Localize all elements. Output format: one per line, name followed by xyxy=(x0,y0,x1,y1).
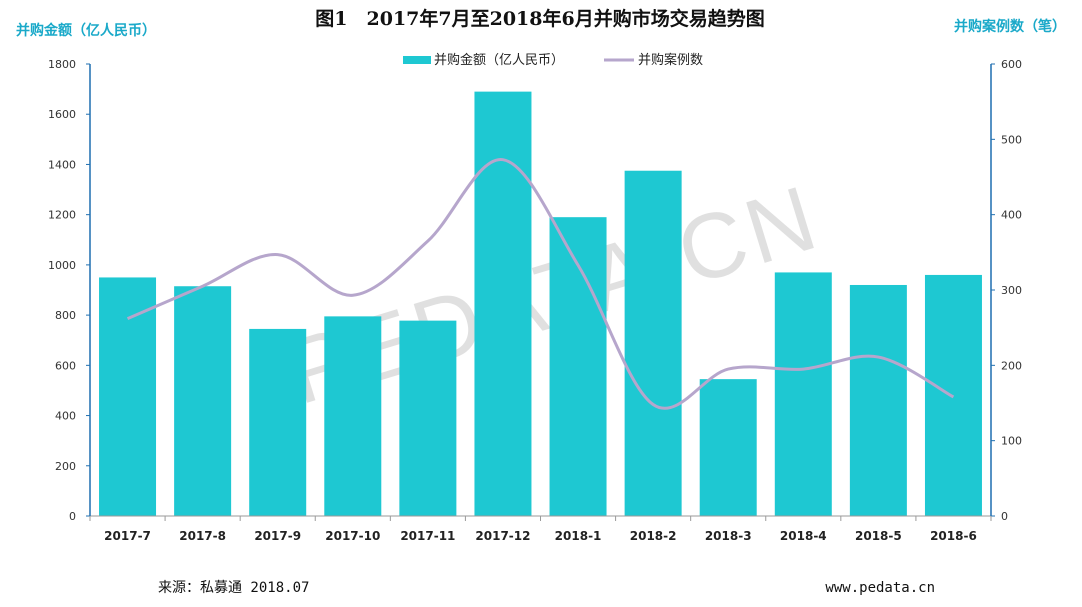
bar-2018-5 xyxy=(849,284,907,516)
bar-2018-2 xyxy=(624,170,682,516)
source-note: 来源：私募通 2018.07 xyxy=(158,580,309,596)
x-tick-label: 2017-7 xyxy=(104,529,151,543)
right-tick-label: 100 xyxy=(1001,435,1022,448)
right-tick-label: 200 xyxy=(1001,359,1022,372)
bar-2017-9 xyxy=(249,328,307,516)
right-tick-label: 400 xyxy=(1001,209,1022,222)
bar-2017-8 xyxy=(174,286,232,516)
x-tick-label: 2017-9 xyxy=(254,529,301,543)
left-tick-label: 200 xyxy=(55,460,76,473)
x-tick-label: 2018-1 xyxy=(555,529,602,543)
axes: 0 200 400 600 800 1000 1200 1400 1600 1800 0 100 200… xyxy=(48,58,1022,543)
left-tick-label: 0 xyxy=(69,510,76,523)
left-tick-label: 800 xyxy=(55,309,76,322)
x-tick-label: 2017-11 xyxy=(400,529,455,543)
x-tick-label: 2018-2 xyxy=(630,529,677,543)
left-tick-label: 1800 xyxy=(48,58,76,71)
right-tick-label: 0 xyxy=(1001,510,1008,523)
left-axis-title: 并购金额（亿人民币） xyxy=(16,22,156,39)
right-tick-label: 600 xyxy=(1001,58,1022,71)
right-axis-title: 并购案例数（笔） xyxy=(954,18,1066,35)
bar-2017-10 xyxy=(324,316,382,516)
left-tick-label: 1600 xyxy=(48,108,76,121)
bar-2018-1 xyxy=(549,217,607,516)
x-tick-label: 2017-12 xyxy=(475,529,530,543)
legend-swatch-amount xyxy=(403,56,431,64)
x-tick-label: 2018-4 xyxy=(780,529,827,543)
legend: 并购金额（亿人民币） 并购案例数 xyxy=(403,52,703,68)
legend-label-cases: 并购案例数 xyxy=(638,52,703,68)
left-tick-label: 1200 xyxy=(48,209,76,222)
right-tick-label: 500 xyxy=(1001,133,1022,146)
x-tick-label: 2018-5 xyxy=(855,529,902,543)
x-tick-label: 2017-10 xyxy=(325,529,380,543)
left-tick-label: 400 xyxy=(55,410,76,423)
right-tick-label: 300 xyxy=(1001,284,1022,297)
x-tick-label: 2018-6 xyxy=(930,529,977,543)
bar-2017-12 xyxy=(474,91,532,516)
bar-2018-4 xyxy=(774,272,832,516)
line-series-layer xyxy=(126,158,955,410)
left-tick-label: 1000 xyxy=(48,259,76,272)
chart-title: 图1 2017年7月至2018年6月并购市场交易趋势图 xyxy=(315,7,764,30)
bar-2017-11 xyxy=(399,320,457,516)
bar-2017-7 xyxy=(99,277,157,516)
left-tick-label: 1400 xyxy=(48,158,76,171)
bar-2018-3 xyxy=(699,379,757,516)
left-tick-label: 600 xyxy=(55,359,76,372)
x-tick-label: 2017-8 xyxy=(179,529,226,543)
bar-series xyxy=(99,91,982,516)
website-note: www.pedata.cn xyxy=(825,580,935,596)
x-tick-label: 2018-3 xyxy=(705,529,752,543)
legend-label-amount: 并购金额（亿人民币） xyxy=(434,52,564,68)
